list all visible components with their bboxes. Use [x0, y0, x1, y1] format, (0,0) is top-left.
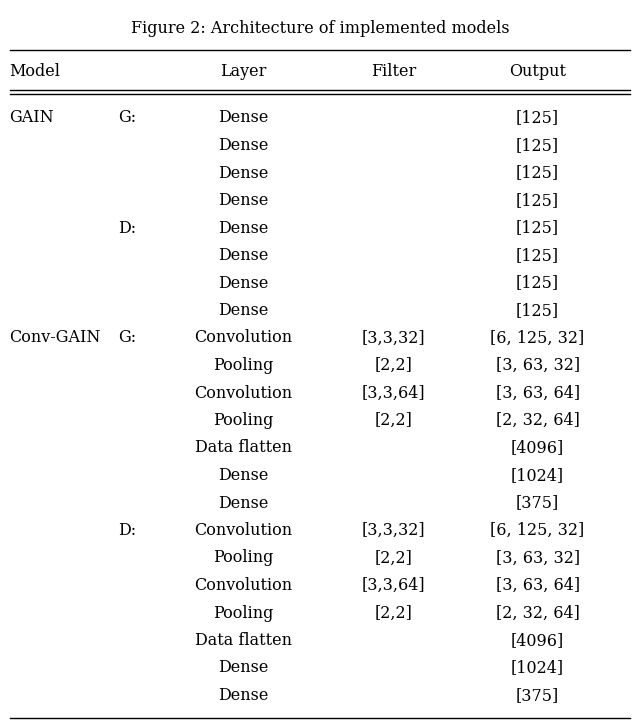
Text: GAIN: GAIN: [10, 109, 54, 127]
Text: Output: Output: [509, 63, 566, 81]
Text: [375]: [375]: [516, 687, 559, 704]
Text: Data flatten: Data flatten: [195, 440, 292, 456]
Text: [3, 63, 32]: [3, 63, 32]: [495, 357, 580, 374]
Text: Dense: Dense: [218, 302, 268, 319]
Text: Dense: Dense: [218, 137, 268, 154]
Text: [2, 32, 64]: [2, 32, 64]: [495, 412, 580, 429]
Text: Dense: Dense: [218, 467, 268, 484]
Text: Conv-GAIN: Conv-GAIN: [10, 330, 101, 347]
Text: [125]: [125]: [516, 274, 559, 291]
Text: Pooling: Pooling: [213, 412, 273, 429]
Text: [3, 63, 64]: [3, 63, 64]: [495, 384, 580, 402]
Text: Dense: Dense: [218, 192, 268, 209]
Text: Model: Model: [10, 63, 61, 81]
Text: D:: D:: [118, 220, 136, 237]
Text: Dense: Dense: [218, 165, 268, 181]
Text: [3,3,32]: [3,3,32]: [362, 330, 426, 347]
Text: [3,3,64]: [3,3,64]: [362, 384, 426, 402]
Text: [1024]: [1024]: [511, 467, 564, 484]
Text: Convolution: Convolution: [194, 577, 292, 594]
Text: Convolution: Convolution: [194, 384, 292, 402]
Text: [3, 63, 32]: [3, 63, 32]: [495, 550, 580, 566]
Text: [125]: [125]: [516, 165, 559, 181]
Text: G:: G:: [118, 109, 136, 127]
Text: Layer: Layer: [220, 63, 266, 81]
Text: [6, 125, 32]: [6, 125, 32]: [490, 522, 585, 539]
Text: [125]: [125]: [516, 192, 559, 209]
Text: [3,3,32]: [3,3,32]: [362, 522, 426, 539]
Text: [3, 63, 64]: [3, 63, 64]: [495, 577, 580, 594]
Text: [125]: [125]: [516, 302, 559, 319]
Text: [125]: [125]: [516, 109, 559, 127]
Text: Dense: Dense: [218, 687, 268, 704]
Text: [1024]: [1024]: [511, 660, 564, 676]
Text: [6, 125, 32]: [6, 125, 32]: [490, 330, 585, 347]
Text: Dense: Dense: [218, 109, 268, 127]
Text: Dense: Dense: [218, 494, 268, 512]
Text: [2,2]: [2,2]: [374, 604, 413, 622]
Text: Pooling: Pooling: [213, 604, 273, 622]
Text: Data flatten: Data flatten: [195, 632, 292, 649]
Text: [3,3,64]: [3,3,64]: [362, 577, 426, 594]
Text: D:: D:: [118, 522, 136, 539]
Text: Filter: Filter: [371, 63, 416, 81]
Text: [125]: [125]: [516, 247, 559, 264]
Text: [375]: [375]: [516, 494, 559, 512]
Text: [2,2]: [2,2]: [374, 357, 413, 374]
Text: Dense: Dense: [218, 247, 268, 264]
Text: Pooling: Pooling: [213, 357, 273, 374]
Text: [4096]: [4096]: [511, 632, 564, 649]
Text: Figure 2: Architecture of implemented models: Figure 2: Architecture of implemented mo…: [131, 20, 509, 36]
Text: Pooling: Pooling: [213, 550, 273, 566]
Text: [4096]: [4096]: [511, 440, 564, 456]
Text: Convolution: Convolution: [194, 522, 292, 539]
Text: [125]: [125]: [516, 137, 559, 154]
Text: Convolution: Convolution: [194, 330, 292, 347]
Text: [2,2]: [2,2]: [374, 550, 413, 566]
Text: [125]: [125]: [516, 220, 559, 237]
Text: Dense: Dense: [218, 220, 268, 237]
Text: Dense: Dense: [218, 660, 268, 676]
Text: G:: G:: [118, 330, 136, 347]
Text: [2, 32, 64]: [2, 32, 64]: [495, 604, 580, 622]
Text: [2,2]: [2,2]: [374, 412, 413, 429]
Text: Dense: Dense: [218, 274, 268, 291]
